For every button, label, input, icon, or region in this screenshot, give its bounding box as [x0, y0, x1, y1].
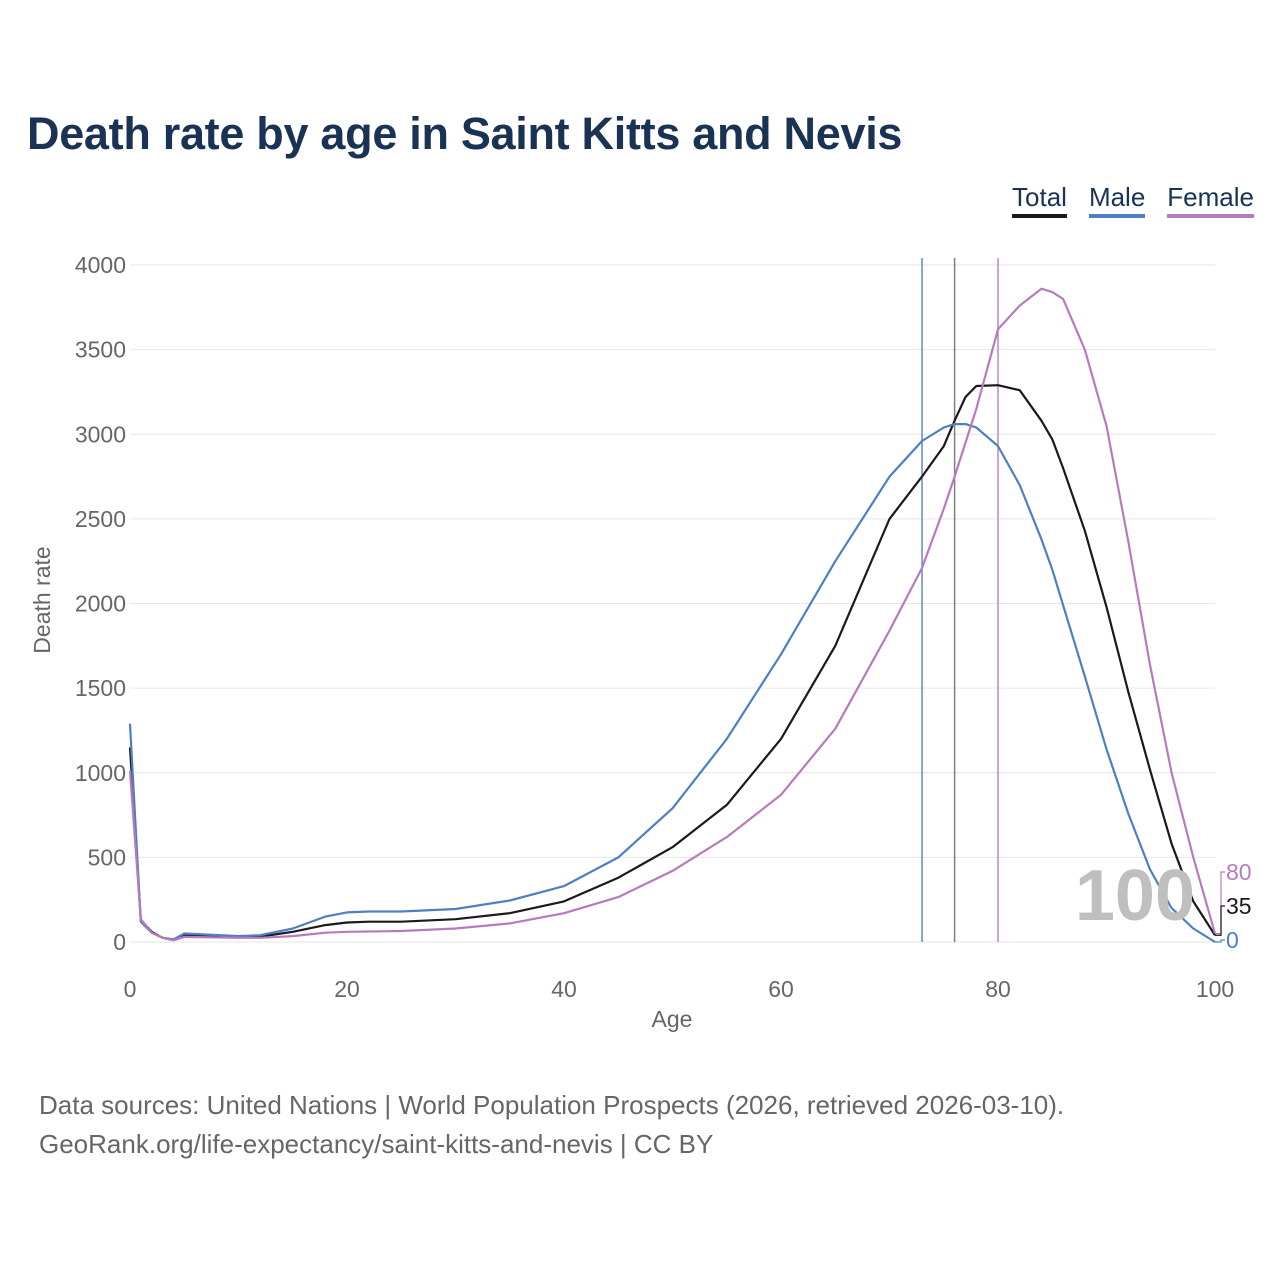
series-lines [128, 287, 1217, 943]
reference-lines [921, 258, 999, 942]
x-tick-label: 0 [124, 976, 137, 1002]
grid-lines [130, 264, 1215, 943]
x-axis-ticks: 0 20 40 60 80 100 [124, 976, 1235, 1002]
y-tick-label: 500 [88, 844, 126, 870]
end-label-total: 35 [1226, 893, 1252, 919]
legend-item-female[interactable]: Female [1167, 182, 1254, 218]
end-label-connector-total [1215, 905, 1225, 936]
y-tick-label: 3500 [75, 337, 126, 363]
x-tick-label: 80 [985, 976, 1011, 1002]
x-tick-label: 40 [551, 976, 577, 1002]
y-axis-title: Death rate [29, 546, 55, 653]
source-text: Data sources: United Nations | World Pop… [39, 1090, 1065, 1120]
y-tick-label: 3000 [75, 421, 126, 447]
current-age-label: 100 [1075, 856, 1195, 936]
x-tick-label: 100 [1196, 976, 1234, 1002]
legend-item-male[interactable]: Male [1088, 182, 1146, 218]
end-label-male: 0 [1226, 927, 1239, 953]
chart-title: Death rate by age in Saint Kitts and Nev… [27, 108, 903, 159]
attribution-text: GeoRank.org/life-expectancy/saint-kitts-… [39, 1129, 714, 1159]
series-end-labels: 80 35 0 [1215, 859, 1252, 953]
end-label-connector-male [1215, 939, 1225, 943]
series-line-female[interactable] [128, 287, 1217, 942]
y-tick-label: 1000 [75, 760, 126, 786]
y-tick-label: 4000 [75, 252, 126, 278]
x-axis-title: Age [652, 1006, 693, 1032]
footer: Data sources: United Nations | World Pop… [39, 1086, 1064, 1164]
end-label-female: 80 [1226, 859, 1252, 885]
y-tick-label: 2500 [75, 506, 126, 532]
y-tick-label: 2000 [75, 591, 126, 617]
legend: Total Male Female [1012, 182, 1254, 218]
y-axis-ticks: 0 500 1000 1500 2000 2500 3000 3500 4000 [75, 252, 126, 955]
series-line-male[interactable] [128, 423, 1216, 943]
legend-item-total[interactable]: Total [1012, 182, 1067, 218]
x-tick-label: 60 [768, 976, 794, 1002]
series-line-total[interactable] [128, 384, 1216, 941]
y-tick-label: 0 [113, 929, 126, 955]
end-label-connector-female [1215, 871, 1225, 935]
y-tick-label: 1500 [75, 675, 126, 701]
x-tick-label: 20 [334, 976, 360, 1002]
